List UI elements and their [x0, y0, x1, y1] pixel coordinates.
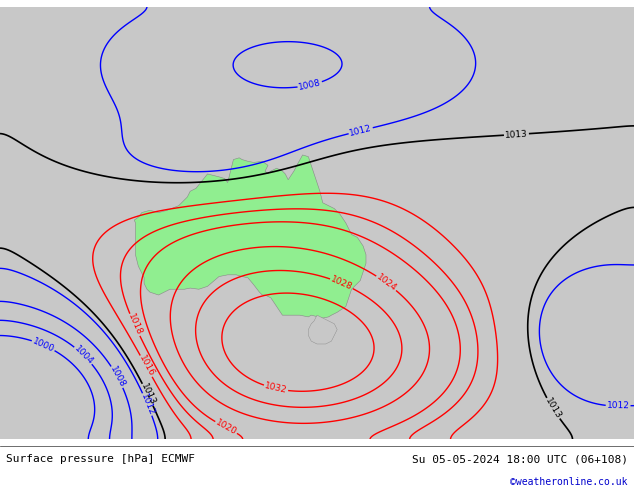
Text: 1012: 1012 — [349, 123, 373, 138]
Text: 1008: 1008 — [108, 365, 127, 389]
Text: 1008: 1008 — [297, 78, 322, 92]
Text: 1012: 1012 — [607, 401, 630, 411]
Text: 1032: 1032 — [264, 382, 288, 395]
Text: 1028: 1028 — [329, 275, 354, 292]
Text: 1012: 1012 — [139, 392, 156, 416]
Polygon shape — [134, 155, 366, 318]
Text: 1016: 1016 — [137, 354, 155, 378]
Text: 1024: 1024 — [375, 272, 398, 294]
Text: 1004: 1004 — [72, 344, 94, 367]
Text: Surface pressure [hPa] ECMWF: Surface pressure [hPa] ECMWF — [6, 454, 195, 464]
Text: 1018: 1018 — [126, 313, 143, 337]
Text: 1000: 1000 — [31, 336, 56, 354]
Text: Su 05-05-2024 18:00 UTC (06+108): Su 05-05-2024 18:00 UTC (06+108) — [411, 454, 628, 464]
Text: ©weatheronline.co.uk: ©weatheronline.co.uk — [510, 477, 628, 487]
Text: 1020: 1020 — [214, 418, 238, 437]
Text: 1013: 1013 — [543, 396, 563, 420]
Polygon shape — [308, 315, 337, 344]
Text: 1013: 1013 — [139, 382, 157, 407]
Text: 1013: 1013 — [505, 129, 528, 140]
